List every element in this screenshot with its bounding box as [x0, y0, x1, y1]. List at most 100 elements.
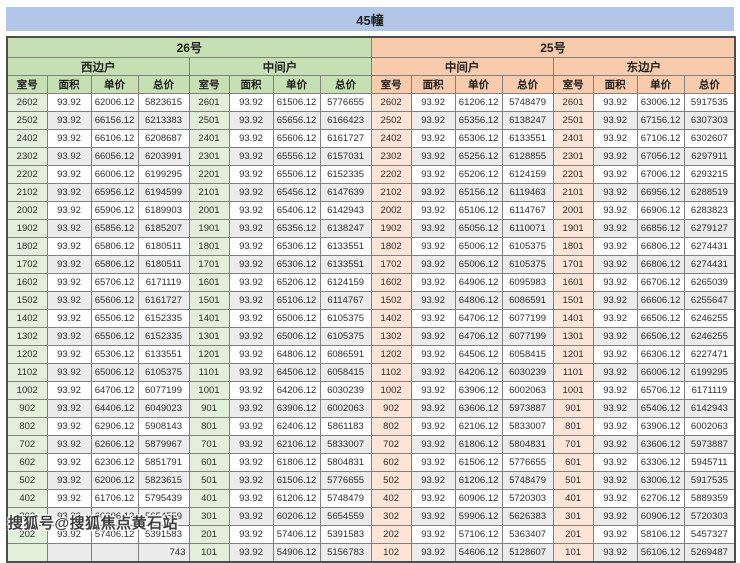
table-cell: 64806.12 — [272, 345, 321, 364]
column-header: 单价 — [454, 75, 503, 94]
table-row: 2602 93.92 62006.12 5823615 2601 93.92 61506.1… — [6, 93, 736, 112]
table-row: 602 93.92 62306.12 5851791 601 93.92 61806.12 5… — [6, 453, 736, 472]
table-cell: 93.92 — [592, 327, 638, 346]
table-cell: 101 — [188, 543, 230, 563]
table-cell: 6030239 — [319, 381, 372, 400]
table-cell: 93.92 — [46, 453, 92, 472]
table-cell: 1401 — [552, 309, 594, 328]
table-cell: 5720303 — [501, 489, 554, 508]
table-cell: 743 — [137, 543, 190, 563]
table-cell: 93.92 — [46, 399, 92, 418]
table-cell: 5457327 — [683, 525, 736, 544]
table-cell: 57406.12 — [272, 525, 321, 544]
table-cell: 6157031 — [319, 147, 372, 166]
table-cell: 1502 — [6, 291, 48, 310]
table-cell: 65406.12 — [636, 399, 685, 418]
section-header: 25号 — [370, 36, 736, 58]
table-cell: 2501 — [188, 111, 230, 130]
table-cell: 66156.12 — [90, 111, 139, 130]
table-cell: 6058415 — [501, 345, 554, 364]
table-cell: 2001 — [188, 201, 230, 220]
table-cell: 6180511 — [137, 237, 190, 256]
table-row: 1202 93.92 65306.12 6133551 1201 93.92 64806.1… — [6, 345, 736, 364]
table-cell: 93.92 — [46, 309, 92, 328]
table-cell: 65006.12 — [90, 363, 139, 382]
table-cell: 1602 — [6, 273, 48, 292]
table-cell: 93.92 — [228, 237, 274, 256]
table-cell: 6293215 — [683, 165, 736, 184]
table-cell: 62106.12 — [454, 417, 503, 436]
table-cell: 2101 — [552, 183, 594, 202]
table-cell: 2002 — [6, 201, 48, 220]
table-cell: 6199295 — [683, 363, 736, 382]
table-cell: 65306.12 — [454, 129, 503, 148]
table-cell: 6171119 — [683, 381, 736, 400]
table-row: 1302 93.92 65506.12 6152335 1301 93.92 65006.1… — [6, 327, 736, 346]
table-row: 2402 93.92 66106.12 6208687 2401 93.92 65606.1… — [6, 129, 736, 148]
table-cell: 5748479 — [319, 489, 372, 508]
table-cell: 61506.12 — [272, 471, 321, 490]
table-cell: 1302 — [370, 327, 412, 346]
table-cell: 65006.12 — [454, 255, 503, 274]
table-cell: 66856.12 — [636, 219, 685, 238]
table-cell: 602 — [6, 453, 48, 472]
table-cell: 65006.12 — [272, 309, 321, 328]
watermark: 搜狐号@搜狐焦点黄石站 — [8, 515, 179, 532]
table-cell: 6161727 — [319, 129, 372, 148]
table-cell: 6152335 — [137, 309, 190, 328]
table-cell: 93.92 — [410, 201, 456, 220]
unit-type-header: 中间户 — [188, 57, 372, 76]
table-cell: 63006.12 — [636, 471, 685, 490]
table-cell: 65006.12 — [454, 237, 503, 256]
table-cell: 1102 — [370, 363, 412, 382]
table-cell: 93.92 — [592, 489, 638, 508]
table-cell: 5917535 — [683, 471, 736, 490]
table-cell: 93.92 — [592, 525, 638, 544]
table-cell: 61506.12 — [454, 453, 503, 472]
table-cell: 93.92 — [410, 381, 456, 400]
table-cell: 93.92 — [228, 273, 274, 292]
table-cell: 93.92 — [228, 435, 274, 454]
table-cell: 1302 — [6, 327, 48, 346]
table-cell: 6227471 — [683, 345, 736, 364]
table-cell: 5851791 — [137, 453, 190, 472]
table-cell: 1601 — [188, 273, 230, 292]
table-cell: 67156.12 — [636, 111, 685, 130]
table-cell: 93.92 — [228, 255, 274, 274]
table-cell: 6274431 — [683, 237, 736, 256]
table-cell: 66806.12 — [636, 237, 685, 256]
table-cell: 6030239 — [501, 363, 554, 382]
table-cell: 64706.12 — [454, 327, 503, 346]
table-cell: 5823615 — [137, 93, 190, 112]
table-cell: 6142943 — [683, 399, 736, 418]
table-cell: 501 — [552, 471, 594, 490]
table-cell: 65306.12 — [90, 345, 139, 364]
table-row: 1102 93.92 65006.12 6105375 1101 93.92 64506.1… — [6, 363, 736, 382]
table-cell: 63906.12 — [636, 417, 685, 436]
table-cell: 6086591 — [319, 345, 372, 364]
table-cell: 63006.12 — [636, 93, 685, 112]
table-cell: 6105375 — [319, 327, 372, 346]
table-cell: 93.92 — [228, 165, 274, 184]
table-cell: 93.92 — [228, 543, 274, 563]
table-row: 1802 93.92 65806.12 6180511 1801 93.92 65306.1… — [6, 237, 736, 256]
table-cell: 65556.12 — [272, 147, 321, 166]
table-cell: 1102 — [6, 363, 48, 382]
table-row: 402 93.92 61706.12 5795439 401 93.92 61206.12 5… — [6, 489, 736, 508]
table-cell: 6213383 — [137, 111, 190, 130]
table-cell: 5795439 — [137, 489, 190, 508]
table-row: 1502 93.92 65606.12 6161727 1501 93.92 65106.1… — [6, 291, 736, 310]
table-cell: 93.92 — [592, 147, 638, 166]
table-cell: 64806.12 — [454, 291, 503, 310]
table-cell: 57406.12 — [90, 525, 139, 544]
table-cell: 61206.12 — [454, 471, 503, 490]
table-cell: 63606.12 — [454, 399, 503, 418]
table-cell: 65456.12 — [272, 183, 321, 202]
table-cell: 65806.12 — [90, 237, 139, 256]
table-cell: 6133551 — [319, 255, 372, 274]
table-cell: 6185207 — [137, 219, 190, 238]
table-cell: 64706.12 — [90, 381, 139, 400]
table-cell: 5128607 — [501, 543, 554, 563]
table-cell: 93.92 — [46, 255, 92, 274]
table-cell: 60906.12 — [636, 507, 685, 526]
